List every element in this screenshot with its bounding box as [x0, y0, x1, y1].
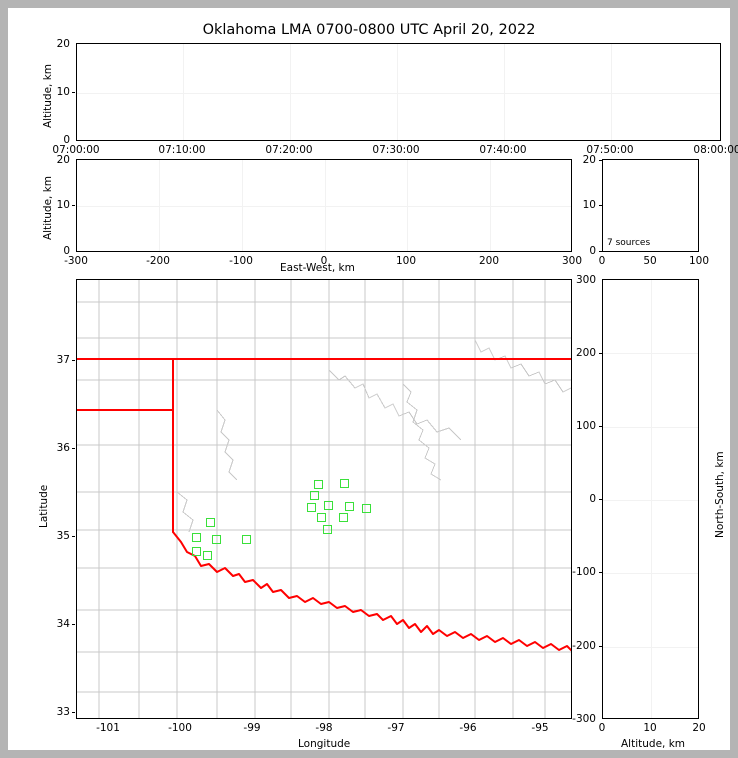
tick-p1-y-0: 0	[63, 134, 70, 146]
tick-p1-x-3: 07:30:00	[372, 144, 420, 156]
lma-source-marker	[212, 535, 221, 544]
axis-label-p2-y: Altitude, km	[42, 175, 54, 240]
lma-source-marker	[307, 503, 316, 512]
map-geometry	[77, 280, 571, 718]
tick-p5-y-m100: -100	[572, 566, 596, 578]
tick-p4-x-1: -100	[168, 722, 192, 734]
tick-p2-x-4: 100	[395, 255, 417, 267]
map-svg	[77, 280, 571, 718]
axis-label-p5-y: North-South, km	[714, 451, 726, 538]
tick-p2-y-0: 0	[63, 245, 70, 257]
tick-p1-y-20: 20	[56, 38, 70, 50]
lma-source-marker	[362, 504, 371, 513]
tick-p4-x-6: -95	[531, 722, 549, 734]
tick-p3-x-0: 0	[598, 255, 606, 267]
panel-east-west-height[interactable]	[76, 159, 572, 252]
tick-p4-x-2: -99	[243, 722, 261, 734]
panel-source-histogram[interactable]: 7 sources	[602, 159, 699, 252]
axis-label-p4-x: Longitude	[298, 738, 351, 750]
lma-source-marker	[206, 518, 215, 527]
lma-source-marker	[192, 533, 201, 542]
tick-p3-y-10: 10	[582, 199, 596, 211]
lma-source-marker	[314, 480, 323, 489]
tick-p2-y-20: 20	[56, 154, 70, 166]
tick-p2-x-3: 0	[320, 255, 328, 267]
tick-p5-x-0: 0	[598, 722, 606, 734]
tick-p2-x-6: 300	[561, 255, 583, 267]
tick-p5-y-200: 200	[575, 347, 596, 359]
tick-p4-y-33: 33	[56, 706, 70, 718]
tick-p3-y-20: 20	[582, 154, 596, 166]
lma-source-marker	[339, 513, 348, 522]
panel-plan-view-map[interactable]	[76, 279, 572, 719]
axis-label-p5-x: Altitude, km	[621, 738, 686, 750]
county-lines	[77, 280, 571, 718]
tick-p5-y-100: 100	[575, 420, 596, 432]
tick-p2-x-5: 200	[478, 255, 500, 267]
tick-p5-x-2: 20	[692, 722, 706, 734]
lma-source-marker	[310, 491, 319, 500]
tick-p2-y-10: 10	[56, 199, 70, 211]
tick-p5-y-300: 300	[575, 274, 596, 286]
axis-label-p2-x: East-West, km	[280, 262, 355, 274]
tick-p3-y-0: 0	[589, 245, 596, 257]
tick-p4-x-3: -98	[315, 722, 333, 734]
panel-time-height[interactable]	[76, 43, 721, 141]
tick-p4-y-34: 34	[56, 618, 70, 630]
lma-source-marker	[324, 501, 333, 510]
tick-p1-x-2: 07:20:00	[265, 144, 313, 156]
tick-p1-x-1: 07:10:00	[158, 144, 206, 156]
lma-source-marker	[345, 502, 354, 511]
state-border-oklahoma	[77, 358, 571, 652]
lma-source-marker	[323, 525, 332, 534]
tick-p1-x-6: 08:00:00	[693, 144, 738, 156]
source-count-annotation: 7 sources	[607, 238, 651, 248]
tick-p2-x-0: -300	[64, 255, 88, 267]
tick-p1-x-0: 07:00:00	[52, 144, 100, 156]
figure-canvas: Oklahoma LMA 0700-0800 UTC April 20, 202…	[8, 8, 738, 750]
tick-p4-x-4: -97	[387, 722, 405, 734]
page-title: Oklahoma LMA 0700-0800 UTC April 20, 202…	[202, 22, 536, 38]
tick-p2-x-1: -200	[146, 255, 170, 267]
tick-p5-x-1: 10	[643, 722, 657, 734]
tick-p4-x-5: -96	[459, 722, 477, 734]
tick-p5-y-0: 0	[589, 493, 596, 505]
lma-source-marker	[203, 551, 212, 560]
tick-p3-x-1: 50	[643, 255, 657, 267]
tick-p1-x-5: 07:50:00	[586, 144, 634, 156]
lma-source-marker	[317, 513, 326, 522]
tick-p4-y-36: 36	[56, 442, 70, 454]
tick-p5-y-m200: -200	[572, 640, 596, 652]
tick-p1-x-4: 07:40:00	[479, 144, 527, 156]
tick-p1-y-10: 10	[56, 86, 70, 98]
axis-label-p1-y: Altitude, km	[42, 63, 54, 128]
tick-p4-y-35: 35	[56, 530, 70, 542]
lma-source-marker	[242, 535, 251, 544]
tick-p5-y-m300: -300	[572, 713, 596, 725]
tick-p4-y-37: 37	[56, 354, 70, 366]
tick-p3-x-2: 100	[688, 255, 710, 267]
lma-source-marker	[340, 479, 349, 488]
tick-p2-x-2: -100	[229, 255, 253, 267]
tick-p4-x-0: -101	[96, 722, 120, 734]
lma-source-marker	[192, 547, 201, 556]
axis-label-p4-y: Latitude	[38, 484, 50, 528]
panel-north-south-height[interactable]	[602, 279, 699, 719]
